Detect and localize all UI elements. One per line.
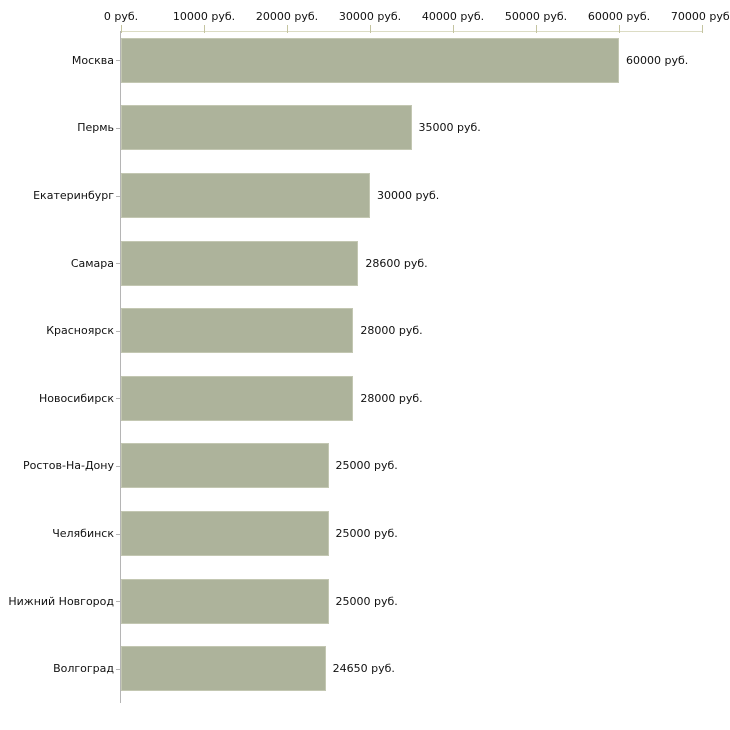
category-tick <box>116 330 121 332</box>
bar-1 <box>121 37 619 83</box>
x-axis-tick-label: 70000 руб. <box>670 10 730 23</box>
bar-4 <box>121 240 359 286</box>
value-label: 24650 руб. <box>332 662 395 676</box>
category-label: Пермь <box>77 121 114 135</box>
category-label: Ростов-На-Дону <box>22 459 114 473</box>
category-tick <box>116 601 121 603</box>
bar-6 <box>121 375 354 421</box>
category-label: Новосибирск <box>38 391 114 405</box>
bar-5 <box>121 308 354 354</box>
x-axis-tick <box>121 25 122 33</box>
category-tick <box>116 533 121 535</box>
x-axis-tick <box>287 25 288 33</box>
value-label: 25000 руб. <box>335 527 398 540</box>
category-label: Волгоград <box>53 662 114 676</box>
category-label: Красноярск <box>46 324 114 338</box>
x-axis-tick <box>702 25 703 33</box>
y-axis-line <box>120 31 121 703</box>
category-label: Челябинск <box>52 527 114 540</box>
x-axis-tick <box>370 25 371 33</box>
category-tick <box>116 465 121 467</box>
x-axis-tick <box>453 25 454 33</box>
x-axis-tick-label: 30000 руб. <box>338 10 402 23</box>
bar-10 <box>121 646 326 692</box>
category-label: Москва <box>71 53 114 67</box>
bar-3 <box>121 173 370 218</box>
x-axis-tick-label: 40000 руб. <box>421 10 485 23</box>
category-label: Екатеринбург <box>33 189 114 202</box>
value-label: 28600 руб. <box>365 256 428 270</box>
x-axis-tick-label: 60000 руб. <box>587 10 651 23</box>
value-label: 25000 руб. <box>335 594 398 608</box>
bar-7 <box>121 443 329 489</box>
category-tick <box>116 398 121 400</box>
bar-9 <box>121 578 329 624</box>
value-label: 60000 руб. <box>626 53 689 67</box>
x-axis-tick-label: 10000 руб. <box>172 10 236 23</box>
x-axis-tick <box>619 25 620 33</box>
bar-8 <box>121 511 329 556</box>
category-tick <box>116 60 121 62</box>
x-axis-tick <box>536 25 537 33</box>
value-label: 28000 руб. <box>360 324 423 338</box>
x-axis-tick-label: 50000 руб. <box>504 10 568 23</box>
x-axis-tick-label: 20000 руб. <box>255 10 319 23</box>
category-tick <box>116 195 121 197</box>
value-label: 25000 руб. <box>335 459 398 473</box>
category-tick <box>116 127 121 129</box>
category-tick <box>116 263 121 265</box>
x-axis-tick <box>204 25 205 33</box>
x-axis-line <box>121 31 702 32</box>
category-label: Нижний Новгород <box>8 594 114 608</box>
x-axis-tick-label: 0 руб. <box>103 10 139 23</box>
bar-2 <box>121 105 412 151</box>
value-label: 35000 руб. <box>418 121 481 135</box>
category-label: Самара <box>70 256 114 270</box>
value-label: 28000 руб. <box>360 391 423 405</box>
value-label: 30000 руб. <box>377 189 440 202</box>
category-tick <box>116 668 121 670</box>
